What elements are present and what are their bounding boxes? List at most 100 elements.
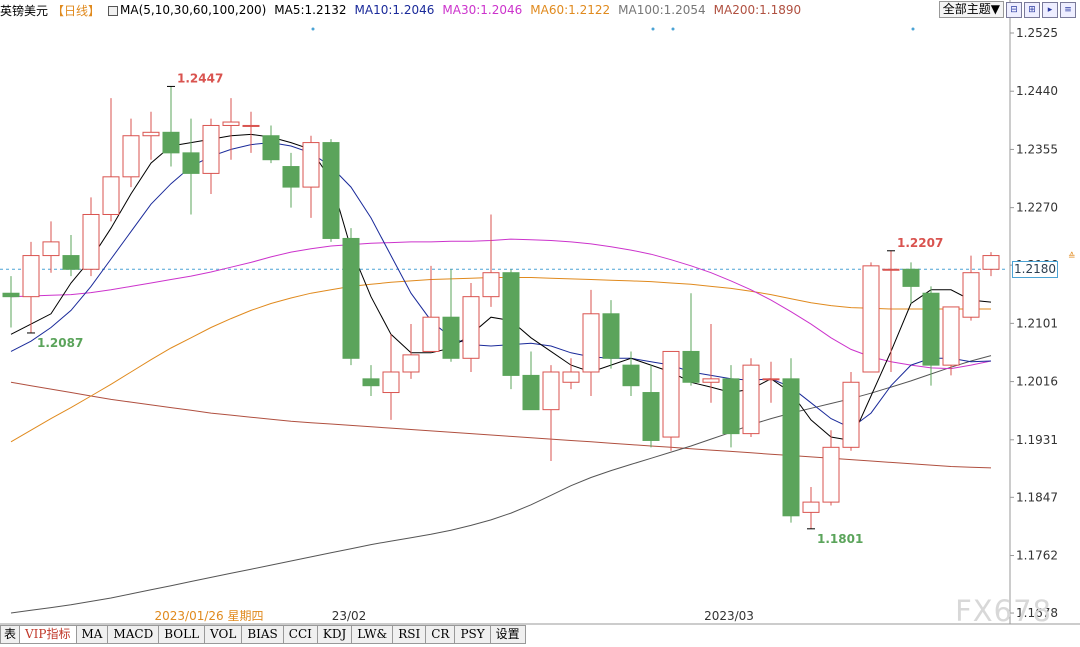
candle-body bbox=[562, 371, 580, 383]
candle-body bbox=[862, 265, 880, 373]
zoom-in-icon[interactable]: ⊞ bbox=[1024, 1, 1040, 18]
candle-body bbox=[422, 316, 440, 352]
candle-body bbox=[982, 255, 1000, 270]
candle-body bbox=[202, 124, 220, 174]
candle bbox=[602, 300, 620, 369]
tab-vol[interactable]: VOL bbox=[205, 625, 243, 644]
candle bbox=[2, 276, 20, 328]
ma60-value: MA60:1.2122 bbox=[530, 3, 611, 17]
candle bbox=[502, 269, 520, 390]
symbol-label: 英镑美元 bbox=[0, 3, 49, 18]
tab-vip-indicator[interactable]: VIP指标 bbox=[20, 625, 77, 644]
settings-icon[interactable]: ≡ bbox=[1060, 1, 1076, 18]
low-label: 1.1801 bbox=[817, 532, 863, 546]
ma100-value: MA100:1.2054 bbox=[618, 3, 706, 17]
candle bbox=[402, 324, 420, 379]
y-tick-label: 1.1931 bbox=[1016, 433, 1058, 447]
scroll-right-icon[interactable]: ▸ bbox=[1042, 1, 1058, 18]
ma10-value: MA10:1.2046 bbox=[354, 3, 435, 17]
y-tick-label: 1.1678 bbox=[1016, 606, 1058, 620]
candle bbox=[222, 98, 240, 160]
candle bbox=[922, 286, 940, 386]
candle-body bbox=[622, 364, 640, 387]
candle-body bbox=[502, 272, 520, 376]
indicator-legend: 英镑美元 【日线】 MA(5,10,30,60,100,200) MA5:1.2… bbox=[0, 0, 809, 20]
candle-body bbox=[462, 296, 480, 359]
candle-body bbox=[702, 378, 720, 383]
tab-boll[interactable]: BOLL bbox=[159, 625, 206, 644]
ma-toggle-icon[interactable] bbox=[108, 5, 119, 16]
candle-body bbox=[742, 364, 760, 435]
y-tick-label: 1.2440 bbox=[1016, 84, 1058, 98]
watermark-logo: FX678 bbox=[955, 594, 1052, 628]
candle bbox=[662, 350, 680, 451]
candle-body bbox=[82, 213, 100, 270]
candle-body bbox=[122, 135, 140, 178]
chart-toolbar: 全部主题▼ ⊟ ⊞ ▸ ≡ bbox=[935, 0, 1080, 19]
period-label[interactable]: 【日线】 bbox=[52, 3, 101, 18]
candle bbox=[542, 365, 560, 462]
last-price-box: 1.2180 bbox=[1012, 261, 1058, 278]
candle bbox=[322, 139, 340, 242]
candle bbox=[242, 111, 260, 153]
candle bbox=[22, 241, 40, 333]
ma30-value: MA30:1.2046 bbox=[442, 3, 523, 17]
tab-macd[interactable]: MACD bbox=[108, 625, 160, 644]
candle-body bbox=[242, 124, 260, 127]
candle bbox=[442, 269, 460, 362]
x-tick-label: 2023/01/26 星期四 bbox=[155, 609, 264, 623]
tab-ma[interactable]: MA bbox=[76, 625, 109, 644]
tab-cr[interactable]: CR bbox=[426, 625, 456, 644]
tab-lw[interactable]: LW& bbox=[352, 625, 394, 644]
tab-settings[interactable]: 设置 bbox=[490, 625, 526, 644]
candle-body bbox=[782, 378, 800, 517]
tab-bias[interactable]: BIAS bbox=[242, 625, 284, 644]
tab-table[interactable]: 表 bbox=[0, 625, 21, 644]
tab-rsi[interactable]: RSI bbox=[393, 625, 427, 644]
candle bbox=[382, 334, 400, 420]
y-tick-label: 1.2270 bbox=[1016, 201, 1058, 215]
candle bbox=[182, 118, 200, 215]
candle-body bbox=[722, 378, 740, 435]
candle bbox=[42, 221, 60, 273]
candle bbox=[622, 351, 640, 396]
candle-body bbox=[962, 272, 980, 318]
ma-params-label: MA(5,10,30,60,100,200) bbox=[108, 3, 274, 17]
tab-kdj[interactable]: KDJ bbox=[317, 625, 353, 644]
ma30-line bbox=[10, 238, 992, 370]
y-tick-label: 1.1847 bbox=[1016, 490, 1058, 504]
high-label: 1.2207 bbox=[897, 236, 943, 250]
candle-body bbox=[322, 142, 340, 239]
candle bbox=[862, 262, 880, 373]
tab-psy[interactable]: PSY bbox=[455, 625, 491, 644]
ma200-value: MA200:1.1890 bbox=[713, 3, 802, 17]
candle-body bbox=[222, 121, 240, 126]
candle-body bbox=[602, 313, 620, 359]
candle-body bbox=[2, 292, 20, 298]
zoom-out-icon[interactable]: ⊟ bbox=[1006, 1, 1022, 18]
y-tick-label: 1.2016 bbox=[1016, 375, 1058, 389]
candle-body bbox=[582, 313, 600, 373]
candle-body bbox=[402, 354, 420, 373]
low-label: 1.2087 bbox=[37, 336, 83, 350]
candle-body bbox=[62, 255, 80, 270]
candle-body bbox=[802, 501, 820, 513]
candle-body bbox=[942, 306, 960, 366]
candle-body bbox=[362, 378, 380, 387]
ma10-line bbox=[10, 142, 992, 429]
candle bbox=[562, 358, 580, 390]
candle bbox=[842, 371, 860, 451]
candle bbox=[582, 289, 600, 396]
candle-body bbox=[262, 135, 280, 161]
theme-select-button[interactable]: 全部主题▼ bbox=[938, 1, 1004, 18]
y-tick-label: 1.2355 bbox=[1016, 142, 1058, 156]
tab-cci[interactable]: CCI bbox=[283, 625, 318, 644]
candle-body bbox=[142, 131, 160, 137]
y-tick-label: 1.2101 bbox=[1016, 316, 1058, 330]
high-label: 1.2447 bbox=[177, 71, 223, 85]
candle-body bbox=[102, 176, 120, 215]
candle bbox=[362, 365, 380, 396]
ma-params-text: MA(5,10,30,60,100,200) bbox=[120, 3, 267, 17]
candle bbox=[282, 152, 300, 208]
